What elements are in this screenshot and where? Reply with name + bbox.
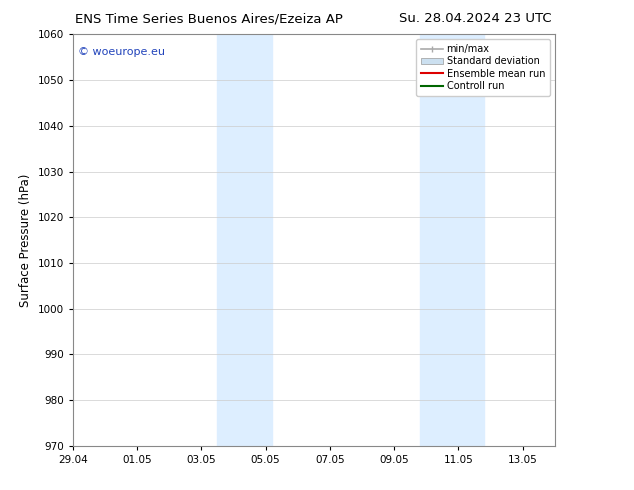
Bar [420,34,484,446]
Y-axis label: Surface Pressure (hPa): Surface Pressure (hPa) [19,173,32,307]
Bar [217,34,272,446]
Legend: min/max, Standard deviation, Ensemble mean run, Controll run: min/max, Standard deviation, Ensemble me… [417,39,550,96]
Text: ENS Time Series Buenos Aires/Ezeiza AP: ENS Time Series Buenos Aires/Ezeiza AP [75,12,343,25]
Text: © woeurope.eu: © woeurope.eu [78,47,165,57]
Text: Su. 28.04.2024 23 UTC: Su. 28.04.2024 23 UTC [399,12,552,25]
